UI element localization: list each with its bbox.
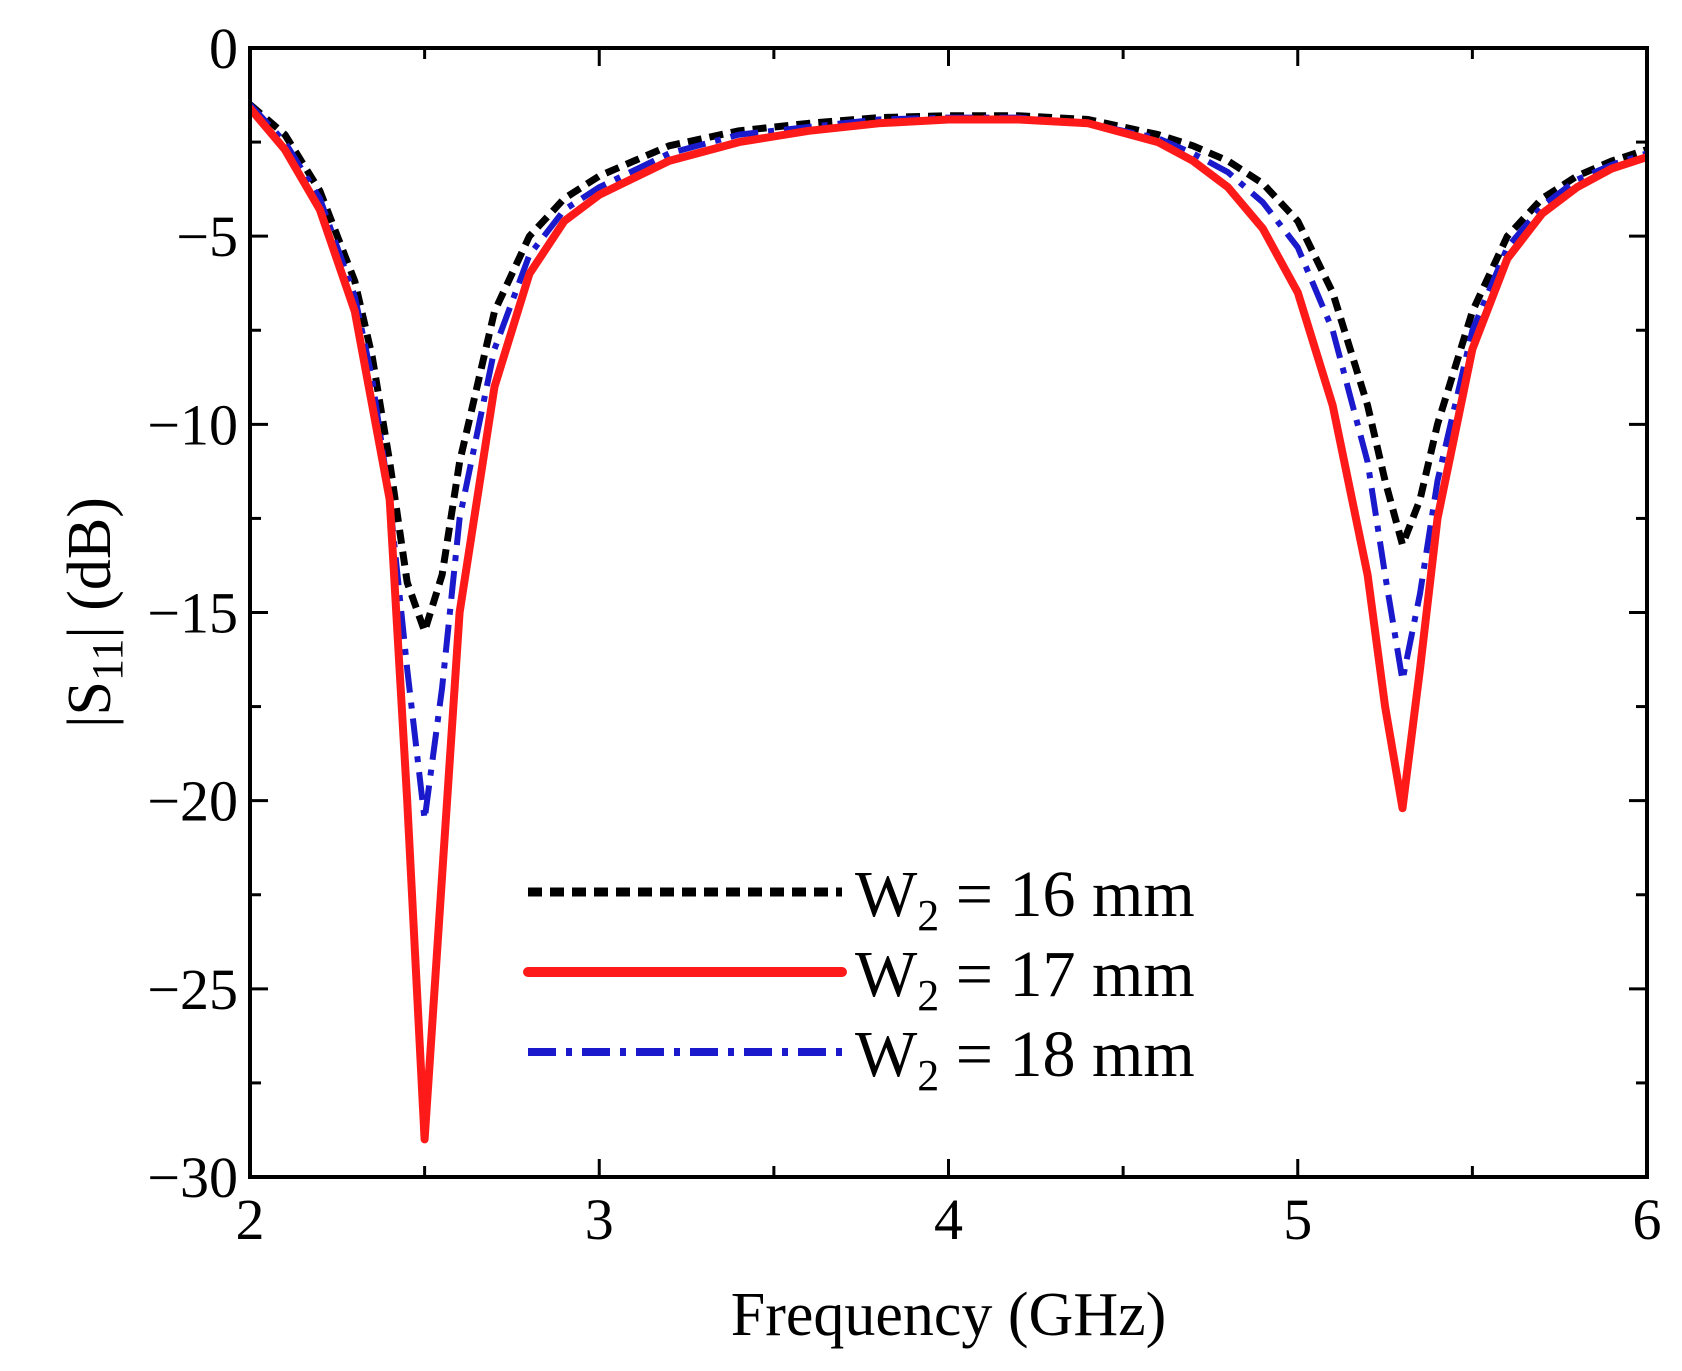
s11-chart: 2 3 4 5 60−5−10−15−20−25−30 Frequency (GHz) …: [0, 0, 1682, 1371]
y-tick-label: −20: [147, 769, 238, 834]
legend-label-sub: 2: [917, 891, 939, 940]
legend-label-tail: = 17 mm: [939, 938, 1194, 1011]
y-axis-title-sub: 11: [83, 639, 132, 681]
y-tick-label: 0: [209, 16, 238, 81]
legend-label-sub: 2: [917, 971, 939, 1020]
x-tick-label: 2: [236, 1187, 265, 1252]
x-tick-label: 4: [934, 1187, 963, 1252]
y-tick-label: −5: [176, 204, 238, 269]
y-axis-title-main: |S: [56, 681, 124, 728]
x-tick-label: 6: [1633, 1187, 1662, 1252]
legend-label-tail: = 18 mm: [939, 1018, 1194, 1091]
y-axis-title: |S11| (dB): [56, 497, 132, 728]
legend-label-main: W: [855, 1018, 918, 1091]
y-tick-label: −15: [147, 581, 238, 646]
y-tick-label: −25: [147, 957, 238, 1022]
x-axis-title: Frequency (GHz): [731, 1281, 1167, 1349]
legend-label-2: W2 = 17 mm: [855, 938, 1195, 1020]
legend-label-main: W: [855, 858, 918, 931]
legend-label-main: W: [855, 938, 918, 1011]
x-tick-label: 3: [585, 1187, 614, 1252]
legend-label-tail: = 16 mm: [939, 858, 1194, 931]
series-line-3: [250, 105, 1647, 820]
legend-label-3: W2 = 18 mm: [855, 1018, 1195, 1100]
y-axis-title-tail: | (dB): [56, 497, 124, 639]
y-tick-label: −30: [147, 1145, 238, 1210]
legend-label-1: W2 = 16 mm: [855, 858, 1195, 940]
legend-label-sub: 2: [917, 1051, 939, 1100]
x-tick-label: 5: [1283, 1187, 1312, 1252]
y-tick-label: −10: [147, 392, 238, 457]
